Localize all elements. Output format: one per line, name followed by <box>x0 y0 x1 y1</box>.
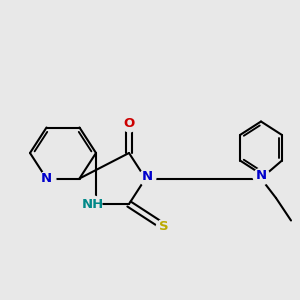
Text: O: O <box>123 116 135 130</box>
Text: N: N <box>255 169 267 182</box>
Text: N: N <box>141 170 153 184</box>
Text: N: N <box>41 172 52 185</box>
Text: S: S <box>159 220 168 233</box>
Text: NH: NH <box>82 197 104 211</box>
